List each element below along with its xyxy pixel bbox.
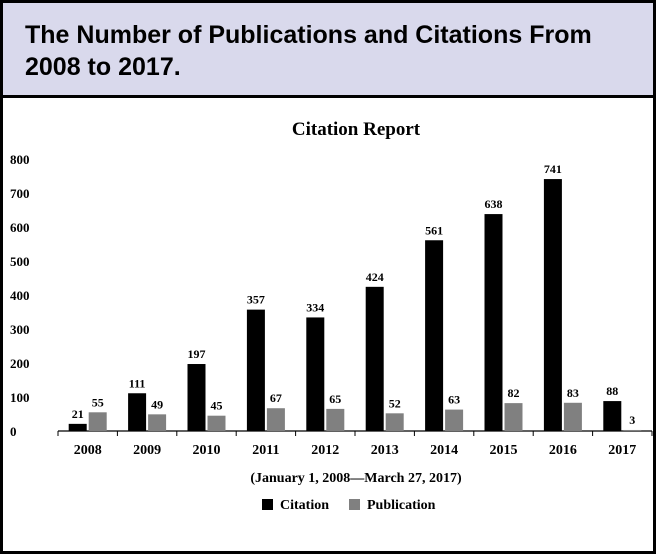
x-tick-label: 2017 [608,443,636,458]
y-tick-label: 300 [10,322,30,337]
x-tick-label: 2016 [549,443,577,458]
citation-bar [246,309,265,431]
bars: 21 55 111 49 197 45 357 67 334 65 424 52 561 63 638 82 7… [68,162,642,431]
citation-bar [425,240,444,431]
publication-value-label: 65 [329,392,341,406]
y-axis: 0 100 200 300 400 500 600 700 800 [10,152,30,439]
y-tick-label: 200 [10,356,30,371]
publication-bar [623,429,642,431]
publication-value-label: 83 [567,386,579,400]
y-tick-label: 800 [10,152,30,167]
publication-bar [445,409,464,431]
publication-legend-label: Publication [367,498,436,513]
x-axis: 2008 2009 2010 2011 2012 2013 2014 2015 2016 2017 [57,430,653,458]
publication-bar [266,408,285,431]
citation-bar [484,214,503,431]
citation-value-label: 357 [247,293,265,307]
x-tick-label: 2013 [371,443,399,458]
citation-legend-label: Citation [280,498,329,513]
x-tick-label: 2009 [133,443,161,458]
publication-bar [563,402,582,431]
citation-bar [306,317,325,431]
citation-value-label: 111 [129,376,146,390]
x-tick-label: 2011 [252,443,279,458]
y-tick-label: 600 [10,220,30,235]
chart-title: Citation Report [292,119,421,140]
x-tick-label: 2015 [490,443,518,458]
publication-bar [148,414,167,431]
citation-bar [128,393,147,431]
publication-bar [207,415,226,431]
publication-bar [326,408,345,431]
figure-title: The Number of Publications and Citations… [25,21,592,81]
citation-value-label: 638 [485,197,503,211]
y-tick-label: 400 [10,288,30,303]
legend: Citation Publication [262,498,436,513]
citation-value-label: 741 [544,162,562,176]
citation-bar [187,364,206,431]
publication-value-label: 45 [211,399,223,413]
publication-legend-swatch [349,499,360,510]
citation-bar [543,179,562,431]
publication-bar [88,412,107,431]
citation-value-label: 424 [366,270,384,284]
citation-value-label: 197 [188,347,206,361]
citation-bar [365,286,384,431]
x-tick-label: 2012 [311,443,339,458]
citation-report-chart: Citation Report (January 1, 2008—March 2… [10,119,653,513]
y-tick-label: 100 [10,390,30,405]
y-tick-label: 500 [10,254,30,269]
x-tick-label: 2014 [430,443,458,458]
publication-bar [385,413,404,431]
publication-bar [504,403,523,431]
citation-legend-swatch [262,499,273,510]
chart-subtitle: (January 1, 2008—March 27, 2017) [250,471,462,486]
citation-bar [603,401,622,431]
publication-value-label: 67 [270,391,282,405]
publication-value-label: 55 [92,395,104,409]
x-tick-label: 2010 [193,443,221,458]
publication-value-label: 52 [389,396,401,410]
figure-header: The Number of Publications and Citations… [3,3,653,98]
publication-value-label: 49 [151,397,163,411]
y-tick-label: 700 [10,186,30,201]
y-tick-label: 0 [10,424,17,439]
citation-value-label: 21 [72,407,84,421]
citation-value-label: 561 [425,223,443,237]
publication-value-label: 63 [448,393,460,407]
citation-bar [68,423,87,431]
x-tick-label: 2008 [74,443,102,458]
citation-value-label: 88 [606,384,618,398]
publication-value-label: 3 [629,413,635,427]
citation-value-label: 334 [306,300,324,314]
publication-value-label: 82 [508,386,520,400]
